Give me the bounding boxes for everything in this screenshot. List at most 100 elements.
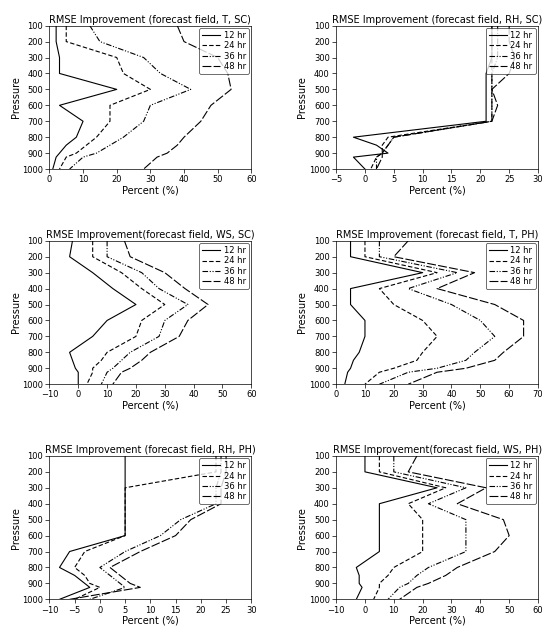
48 hr: [208, 101, 214, 109]
24 hr: [212, 468, 219, 476]
Y-axis label: Pressure: Pressure: [298, 506, 307, 549]
36 hr: [147, 101, 154, 109]
36 hr: [184, 301, 191, 308]
24 hr: [489, 38, 495, 46]
24 hr: [107, 101, 113, 109]
12 hr: [89, 269, 96, 276]
48 hr: [520, 317, 527, 324]
24 hr: [114, 54, 120, 62]
Y-axis label: Pressure: Pressure: [11, 76, 21, 119]
12 hr: [483, 101, 489, 109]
24 hr: [362, 237, 368, 245]
48 hr: [405, 237, 412, 245]
36 hr: [218, 452, 225, 460]
12 hr: [376, 516, 383, 524]
48 hr: [489, 85, 495, 93]
36 hr: [97, 563, 103, 571]
Line: 24 hr: 24 hr: [59, 26, 150, 169]
12 hr: [122, 468, 128, 476]
12 hr: [348, 365, 354, 372]
12 hr: [350, 133, 357, 141]
Title: RMSE Improvement (forecast field, RH, SC): RMSE Improvement (forecast field, RH, SC…: [332, 15, 542, 25]
12 hr: [87, 583, 93, 591]
12 hr: [419, 269, 426, 276]
48 hr: [214, 54, 221, 62]
12 hr: [356, 579, 362, 587]
12 hr: [75, 380, 82, 388]
48 hr: [483, 484, 489, 492]
48 hr: [491, 547, 498, 555]
12 hr: [483, 85, 489, 93]
24 hr: [89, 237, 96, 245]
12 hr: [56, 563, 63, 571]
24 hr: [419, 349, 426, 356]
48 hr: [390, 253, 397, 260]
48 hr: [66, 595, 73, 603]
36 hr: [66, 165, 73, 173]
Line: 36 hr: 36 hr: [70, 26, 191, 169]
48 hr: [182, 285, 188, 292]
36 hr: [448, 301, 455, 308]
Title: RMSE Improvement(forecast field, WS, PH): RMSE Improvement(forecast field, WS, PH): [333, 445, 542, 455]
36 hr: [425, 563, 432, 571]
24 hr: [376, 468, 383, 476]
Line: 24 hr: 24 hr: [374, 456, 446, 599]
36 hr: [471, 349, 478, 356]
36 hr: [373, 165, 380, 173]
36 hr: [157, 70, 164, 78]
12 hr: [122, 452, 128, 460]
48 hr: [181, 38, 187, 46]
36 hr: [107, 572, 113, 579]
48 hr: [434, 285, 440, 292]
48 hr: [454, 563, 461, 571]
48 hr: [385, 141, 391, 149]
12 hr: [56, 595, 63, 603]
24 hr: [390, 563, 397, 571]
48 hr: [506, 22, 512, 29]
12 hr: [373, 141, 380, 149]
X-axis label: Percent (%): Percent (%): [122, 401, 179, 411]
X-axis label: Percent (%): Percent (%): [408, 186, 466, 196]
Title: RMSE Improvement (forecast field, T, PH): RMSE Improvement (forecast field, T, PH): [336, 230, 538, 240]
24 hr: [489, 22, 495, 29]
24 hr: [118, 269, 125, 276]
Legend: 12 hr, 24 hr, 36 hr, 48 hr: 12 hr, 24 hr, 36 hr, 48 hr: [199, 28, 249, 74]
48 hr: [413, 452, 420, 460]
12 hr: [353, 595, 360, 603]
36 hr: [463, 532, 469, 540]
48 hr: [137, 547, 143, 555]
12 hr: [56, 54, 63, 62]
12 hr: [122, 532, 128, 540]
12 hr: [80, 117, 86, 125]
36 hr: [156, 285, 163, 292]
48 hr: [405, 380, 412, 388]
24 hr: [122, 532, 128, 540]
24 hr: [419, 547, 426, 555]
36 hr: [477, 317, 484, 324]
24 hr: [379, 149, 385, 157]
36 hr: [80, 153, 86, 161]
36 hr: [463, 356, 469, 364]
24 hr: [419, 317, 426, 324]
36 hr: [489, 117, 495, 125]
48 hr: [442, 572, 449, 579]
48 hr: [471, 269, 478, 276]
48 hr: [405, 468, 412, 476]
36 hr: [413, 572, 420, 579]
24 hr: [93, 133, 100, 141]
48 hr: [413, 583, 420, 591]
12 hr: [350, 356, 357, 364]
24 hr: [434, 269, 440, 276]
12 hr: [53, 38, 59, 46]
48 hr: [506, 532, 512, 540]
12 hr: [362, 165, 368, 173]
36 hr: [141, 54, 147, 62]
X-axis label: Percent (%): Percent (%): [408, 616, 466, 626]
24 hr: [376, 369, 383, 376]
48 hr: [172, 532, 179, 540]
24 hr: [489, 54, 495, 62]
Line: 36 hr: 36 hr: [90, 456, 221, 599]
12 hr: [122, 500, 128, 508]
12 hr: [53, 22, 59, 29]
24 hr: [138, 285, 145, 292]
